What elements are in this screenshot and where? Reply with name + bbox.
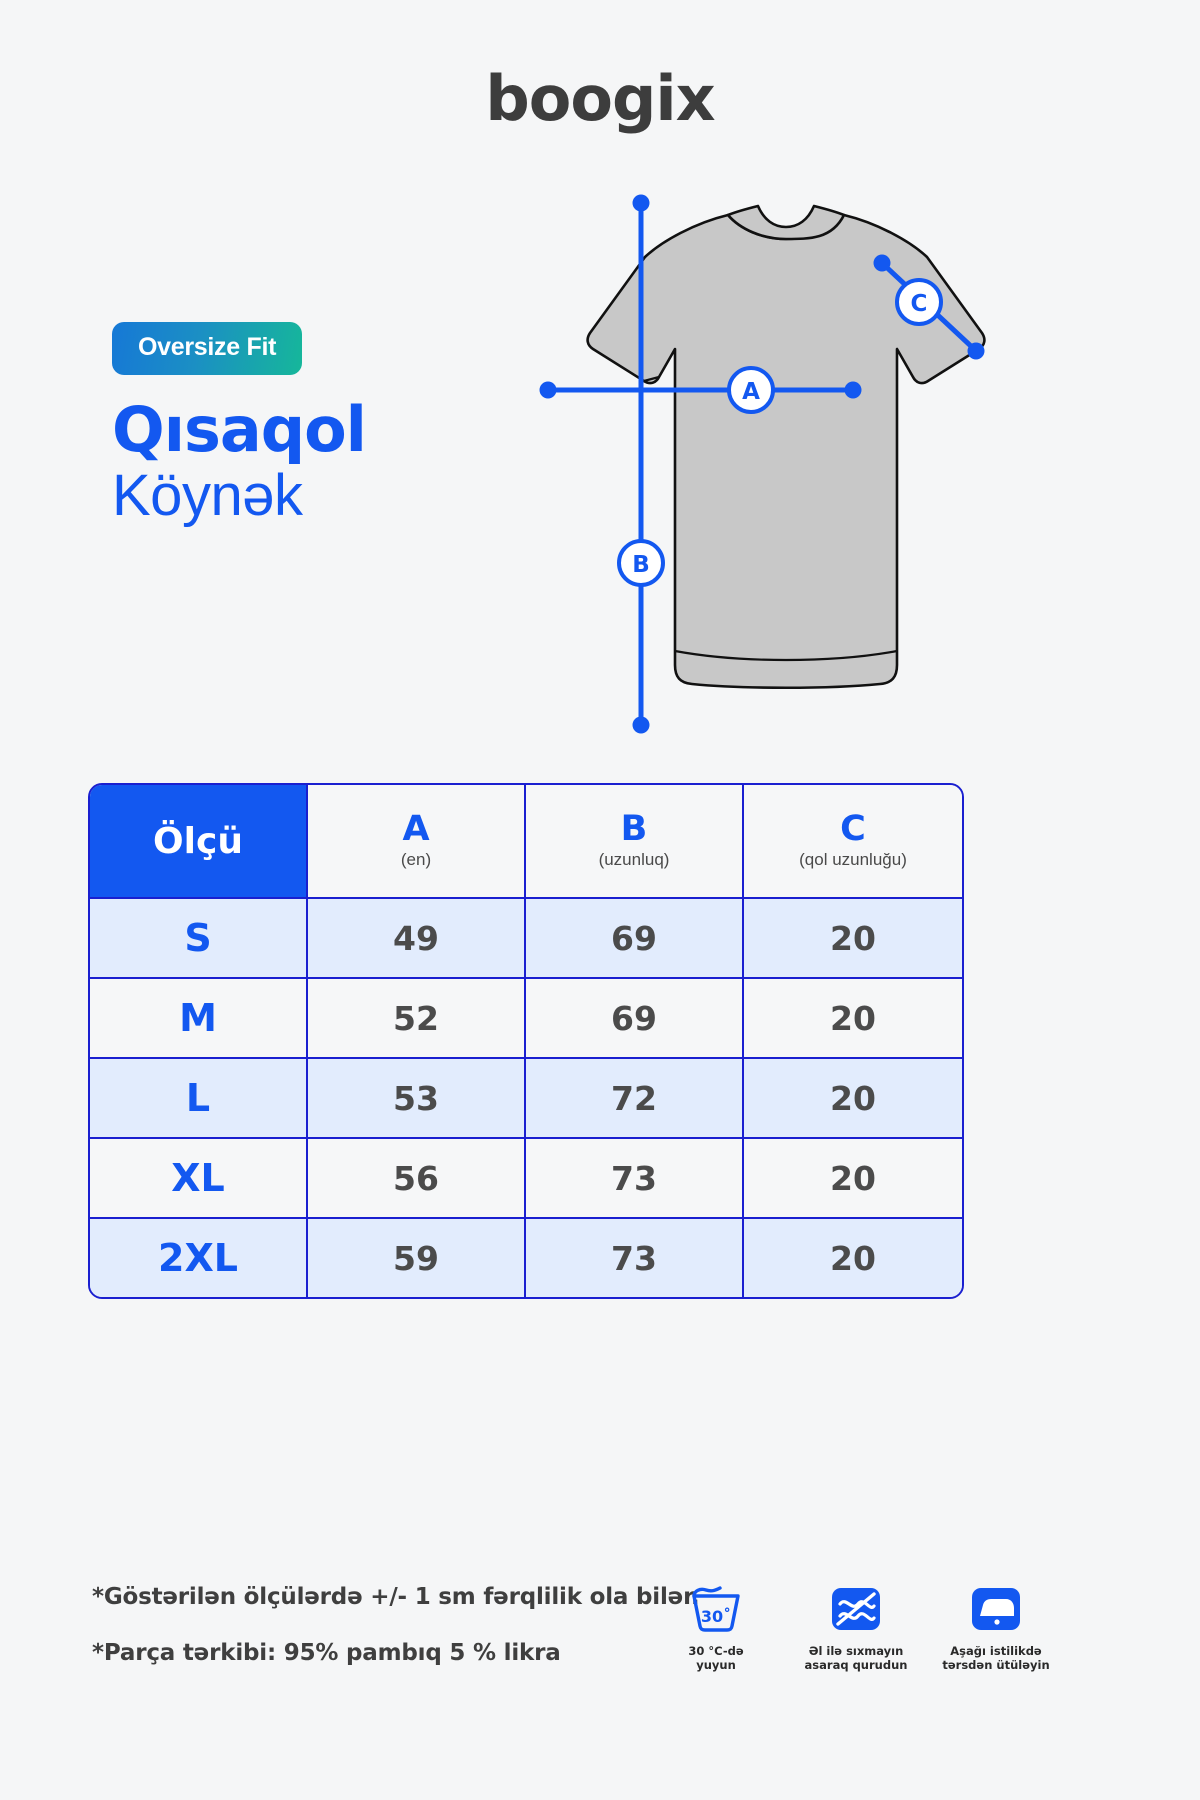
table-row: M 52 69 20 [90,979,962,1059]
table-header-row: Ölçü A (en) B (uzunluq) C (qol uzunluğu) [90,785,962,899]
row-c: 20 [744,979,962,1059]
endpoint-c-top [873,254,891,272]
product-info-block: Oversize Fit Qısaqol Köynək [112,322,442,527]
care-label-iron: Aşağı istilikdə tərsdən ütüləyin [942,1644,1050,1673]
care-item-wash: 30˚ 30 °C-də yuyun [660,1580,772,1673]
row-a: 53 [308,1059,526,1139]
row-size: XL [90,1139,308,1219]
row-b: 73 [526,1139,744,1219]
measurement-endpoints [539,194,985,734]
care-instructions: 30˚ 30 °C-də yuyun Əl ilə sıxmayın asaraq … [660,1580,1060,1673]
endpoint-a-right [844,381,862,399]
marker-a-badge: A [727,366,775,414]
marker-c-label: C [911,291,928,317]
row-b: 73 [526,1219,744,1297]
care-item-no-wring: Əl ilə sıxmayın asaraq qurudun [800,1580,912,1673]
no-wring-icon [800,1580,912,1636]
care-label-no-wring: Əl ilə sıxmayın asaraq qurudun [804,1644,908,1673]
marker-b-label: B [632,552,650,578]
footer-notes: *Göstərilən ölçülərdə +/- 1 sm fərqlilik… [92,1584,712,1696]
endpoint-a-left [539,381,557,399]
header-b: B (uzunluq) [526,785,744,899]
table-row: L 53 72 20 [90,1059,962,1139]
table-body: S 49 69 20 M 52 69 20 L 53 72 20 XL 56 7… [90,899,962,1297]
header-b-letter: B [620,808,648,849]
row-b: 72 [526,1059,744,1139]
header-a: A (en) [308,785,526,899]
size-table: Ölçü A (en) B (uzunluq) C (qol uzunluğu)… [88,783,964,1299]
endpoint-c-bottom [967,342,985,360]
footnote-composition: *Parça tərkibi: 95% pambıq 5 % likra [92,1640,561,1666]
row-a: 52 [308,979,526,1059]
row-c: 20 [744,1139,962,1219]
row-a: 59 [308,1219,526,1297]
marker-b-badge: B [617,539,665,587]
table-row: S 49 69 20 [90,899,962,979]
fit-badge: Oversize Fit [112,322,303,375]
wash-temp-label: 30˚ [701,1607,731,1626]
product-subtitle: Köynək [112,463,303,529]
table-row: XL 56 73 20 [90,1139,962,1219]
row-a: 49 [308,899,526,979]
header-c-letter: C [840,808,866,849]
brand-logo: boogix [485,62,715,135]
care-label-wash: 30 °C-də yuyun [688,1644,744,1673]
row-c: 20 [744,899,962,979]
product-title: Qısaqol [112,393,367,466]
row-a: 56 [308,1139,526,1219]
header-a-note: (en) [400,850,432,870]
header-c-note: (qol uzunluğu) [799,850,907,870]
marker-a-label: A [742,379,760,405]
row-c: 20 [744,1059,962,1139]
row-size: 2XL [90,1219,308,1297]
wash-tub-30-icon: 30˚ [660,1580,772,1636]
header-c: C (qol uzunluğu) [744,785,962,899]
row-b: 69 [526,899,744,979]
row-c: 20 [744,1219,962,1297]
tshirt-diagram: A B C [410,185,1030,765]
marker-c-badge: C [895,278,943,326]
table-row: 2XL 59 73 20 [90,1219,962,1297]
header-size: Ölçü [90,785,308,899]
endpoint-b-top [632,194,650,212]
care-item-iron: Aşağı istilikdə tərsdən ütüləyin [940,1580,1052,1673]
row-b: 69 [526,979,744,1059]
footnote-tolerance: *Göstərilən ölçülərdə +/- 1 sm fərqlilik… [92,1584,700,1610]
row-size: M [90,979,308,1059]
iron-low-icon [940,1580,1052,1636]
header-b-note: (uzunluq) [598,850,670,870]
header-a-letter: A [402,808,430,849]
row-size: S [90,899,308,979]
endpoint-b-bottom [632,716,650,734]
row-size: L [90,1059,308,1139]
tshirt-shape [586,204,986,690]
